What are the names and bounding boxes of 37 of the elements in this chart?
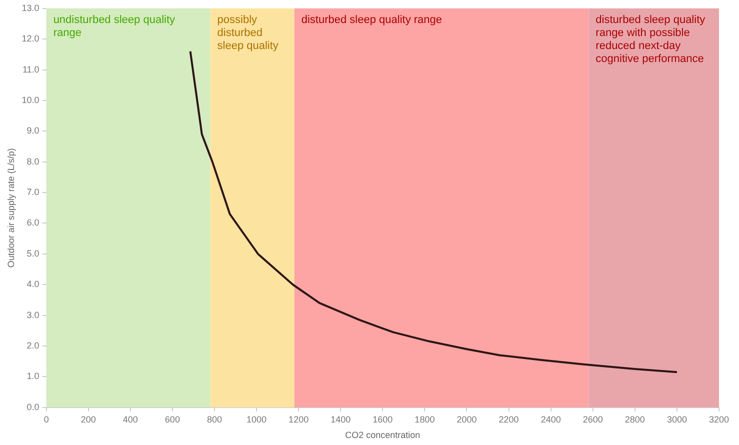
- y-tick-label: 6.0: [26, 218, 40, 228]
- y-tick-label: 9.0: [26, 126, 40, 136]
- y-tick-label: 3.0: [26, 310, 40, 320]
- band-label: possibly disturbed sleep quality: [217, 14, 279, 52]
- x-tick-label: 3000: [666, 414, 687, 424]
- band-label: disturbed sleep quality range: [301, 14, 442, 26]
- x-tick-label: 800: [206, 414, 222, 424]
- x-tick-label: 3200: [708, 414, 730, 424]
- y-tick-label: 7.0: [26, 187, 40, 198]
- x-tick-label: 2800: [624, 414, 645, 424]
- y-tick-label: 10.0: [22, 94, 40, 105]
- x-tick-label: 1600: [372, 414, 393, 424]
- y-tick-label: 5.0: [26, 248, 40, 258]
- band-label: undisturbed sleep quality range: [53, 14, 176, 39]
- y-tick-label: 13.0: [22, 2, 40, 13]
- x-tick-label: 1200: [288, 414, 309, 424]
- x-axis-title: CO2 concentration: [345, 430, 420, 440]
- x-tick-label: 600: [164, 414, 180, 424]
- x-tick-label: 400: [122, 414, 138, 424]
- x-tick-label: 1800: [414, 414, 435, 424]
- x-tick-label: 1000: [246, 414, 267, 424]
- y-tick-label: 2.0: [26, 340, 40, 350]
- x-tick-label: 0: [44, 414, 49, 424]
- y-tick-label: 1.0: [26, 371, 40, 382]
- x-tick-label: 1400: [330, 414, 351, 424]
- x-tick-label: 2600: [582, 414, 603, 424]
- y-tick-label: 11.0: [22, 64, 40, 74]
- x-tick-label: 2200: [498, 414, 519, 424]
- y-axis-title: Outdoor air supply rate (L/s/p): [6, 148, 16, 268]
- y-tick-label: 4.0: [26, 279, 40, 290]
- x-tick-label: 2000: [456, 414, 477, 424]
- x-tick-label: 200: [80, 414, 96, 424]
- y-tick-label: 8.0: [26, 156, 40, 166]
- y-tick-label: 0.0: [26, 402, 40, 412]
- band-label: disturbed sleep quality range with possible reduced next-day cognitive performance: [596, 14, 706, 65]
- y-tick-label: 12.0: [22, 34, 40, 44]
- x-tick-label: 2400: [540, 414, 561, 424]
